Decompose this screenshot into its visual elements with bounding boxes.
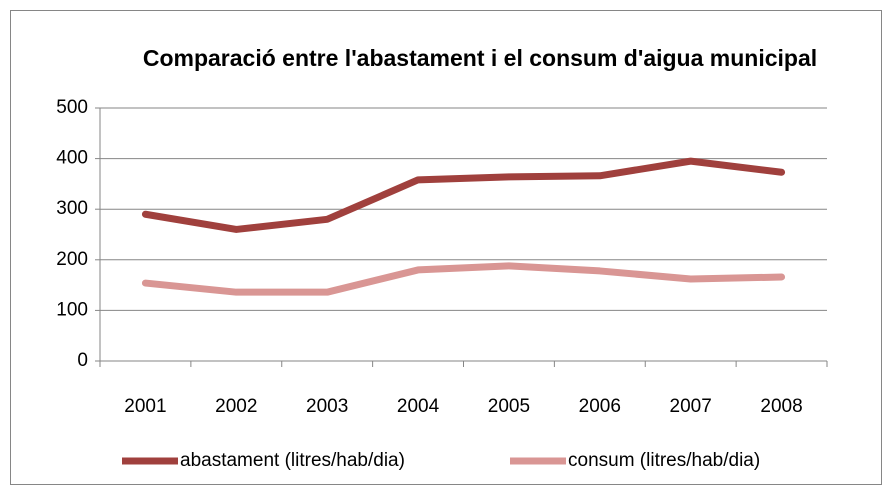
x-tick-label: 2005 <box>488 396 530 417</box>
series-line <box>141 157 786 233</box>
legend-label: abastament (litres/hab/dia) <box>180 450 405 471</box>
x-tick-label: 2007 <box>670 396 712 417</box>
y-tick-label: 300 <box>56 198 88 219</box>
chart-border <box>10 10 882 485</box>
x-tick-label: 2003 <box>306 396 348 417</box>
legend-label: consum (litres/hab/dia) <box>568 450 760 471</box>
y-tick-label: 100 <box>56 299 88 320</box>
chart-title: Comparació entre l'abastament i el consu… <box>142 45 818 71</box>
x-tick-label: 2006 <box>579 396 621 417</box>
y-tick-label: 200 <box>56 249 88 270</box>
x-tick-label: 2001 <box>124 396 166 417</box>
x-tick-label: 2008 <box>760 396 802 417</box>
x-tick-label: 2004 <box>397 396 440 417</box>
y-tick-label: 400 <box>56 148 88 169</box>
y-tick-label: 0 <box>77 350 88 371</box>
x-tick-label: 2002 <box>215 396 257 417</box>
y-tick-label: 500 <box>56 97 88 118</box>
series-line <box>141 262 786 296</box>
